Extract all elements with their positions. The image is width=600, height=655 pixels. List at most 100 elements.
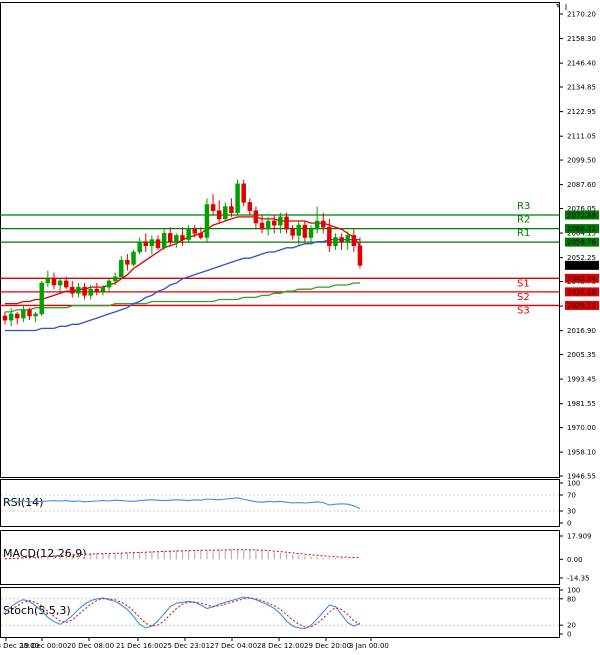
candle-body xyxy=(45,278,51,284)
candle-body xyxy=(100,286,106,292)
candle-body xyxy=(33,313,38,317)
stoch-tick-label: 20 xyxy=(567,622,576,630)
candle-body xyxy=(210,204,216,211)
current-price-tag-text: 2048.52 xyxy=(567,262,596,270)
price-tick-label: 2052.25 xyxy=(567,254,596,262)
candle-body xyxy=(131,251,136,265)
level-name-r3: R3 xyxy=(517,201,530,212)
time-tick-label: 3 Jan 00:00 xyxy=(349,642,389,650)
candle-body xyxy=(174,235,179,242)
price-tick-label: 2005.35 xyxy=(567,351,596,359)
candle-body xyxy=(345,235,350,242)
candle-body xyxy=(57,280,63,286)
candlesticks xyxy=(2,179,363,327)
price-tick-label: 2158.30 xyxy=(567,35,596,43)
price-tick-label: 2146.40 xyxy=(567,60,596,68)
candle-body xyxy=(204,204,210,238)
macd-axis: 17.909 0.00 -14.35 xyxy=(559,533,592,583)
candle-body xyxy=(327,226,332,247)
price-tick-label: 1958.10 xyxy=(567,449,596,457)
candle-body xyxy=(259,222,265,230)
level-name-s2: S2 xyxy=(517,292,530,303)
time-tick-label: 27 Dec 04:00 xyxy=(210,642,257,650)
level-price-tag-text: 2072.89 xyxy=(567,212,596,220)
candle-body xyxy=(265,220,271,230)
price-tick-label: 2099.50 xyxy=(567,157,596,165)
rsi-line xyxy=(4,497,361,510)
candle-body xyxy=(198,233,204,238)
rsi-panel: RSI(14) 100 70 30 0 xyxy=(0,479,580,528)
price-tags: 2072.89 2066.32 2059.76 2042.24 2035.68 2029.… xyxy=(565,210,599,310)
candle-body xyxy=(119,259,124,278)
price-tick-label: 2087.60 xyxy=(567,181,596,189)
macd-histogram xyxy=(4,549,361,560)
candle-body xyxy=(229,206,234,213)
time-tick-label: 25 Dec 23:01 xyxy=(163,642,210,650)
candle-body xyxy=(351,235,357,247)
macd-signal-line xyxy=(4,549,361,560)
level-name-r2: R2 xyxy=(517,215,530,226)
candle-body xyxy=(253,210,259,224)
time-tick-label: 20 Dec 08:00 xyxy=(67,642,114,650)
candle-body xyxy=(94,288,100,292)
level-name-s1: S1 xyxy=(517,278,530,289)
level-price-tag-r2 xyxy=(565,224,599,234)
candle-body xyxy=(241,183,246,203)
macd-panel: MACD(12,26,9) 17.909 0.00 -14.35 xyxy=(0,530,592,585)
candle-body xyxy=(357,245,363,266)
macd-signal-series xyxy=(4,549,361,560)
ma-slow-line xyxy=(5,282,360,313)
level-price-tag-s3 xyxy=(565,300,599,310)
candle-body xyxy=(51,278,57,286)
level-name-s3: S3 xyxy=(517,305,530,316)
candle-body xyxy=(320,220,326,228)
rsi-label: RSI(14) xyxy=(3,496,43,509)
time-tick-label: 18 Dec 20:00 xyxy=(0,642,39,650)
macd-tick-label: 0.00 xyxy=(567,556,583,564)
candle-body xyxy=(82,286,87,296)
price-tick-label: 2122.95 xyxy=(567,108,596,116)
price-panel: 2170.20 2158.30 2146.40 2134.85 2122.95 2111.… xyxy=(0,2,599,481)
candle-body xyxy=(272,220,277,226)
candle-body xyxy=(14,313,20,319)
rsi-axis: 100 70 30 0 xyxy=(1,480,580,528)
candle-body xyxy=(186,228,191,240)
candle-body xyxy=(302,224,308,238)
price-tick-label: 2170.20 xyxy=(567,11,596,19)
candle-body xyxy=(27,309,32,317)
stoch-signal-line xyxy=(4,597,361,628)
level-price-tag-s1 xyxy=(565,273,599,283)
chart-shift-icon[interactable] xyxy=(556,4,560,8)
candle-body xyxy=(308,228,314,238)
ma-mid-line xyxy=(5,238,360,332)
candle-body xyxy=(63,280,69,288)
candle-body xyxy=(149,239,155,247)
header-icons xyxy=(556,4,567,10)
rsi-tick-label: 100 xyxy=(567,480,580,488)
rsi-tick-label: 30 xyxy=(567,508,576,516)
price-tick-label: 1981.55 xyxy=(567,400,596,408)
rsi-tick-label: 0 xyxy=(567,520,571,528)
candle-body xyxy=(247,202,253,211)
current-price-tag xyxy=(565,260,599,270)
candle-body xyxy=(76,286,81,294)
stoch-tick-label: 0 xyxy=(567,631,571,639)
stoch-series xyxy=(4,596,361,630)
candle-body xyxy=(112,276,118,282)
price-panel-frame xyxy=(0,2,560,478)
candle-body xyxy=(180,235,185,240)
candle-body xyxy=(223,206,228,220)
candle-body xyxy=(167,233,173,242)
level-price-tag-text: 2066.32 xyxy=(567,225,596,233)
candle-body xyxy=(314,220,320,230)
candle-body xyxy=(8,313,14,321)
candle-body xyxy=(106,280,112,288)
stoch-label: Stoch(5,5,3) xyxy=(3,604,71,617)
candle-body xyxy=(284,216,289,230)
candle-body xyxy=(39,282,44,315)
price-tick-label: 1946.55 xyxy=(567,473,596,481)
